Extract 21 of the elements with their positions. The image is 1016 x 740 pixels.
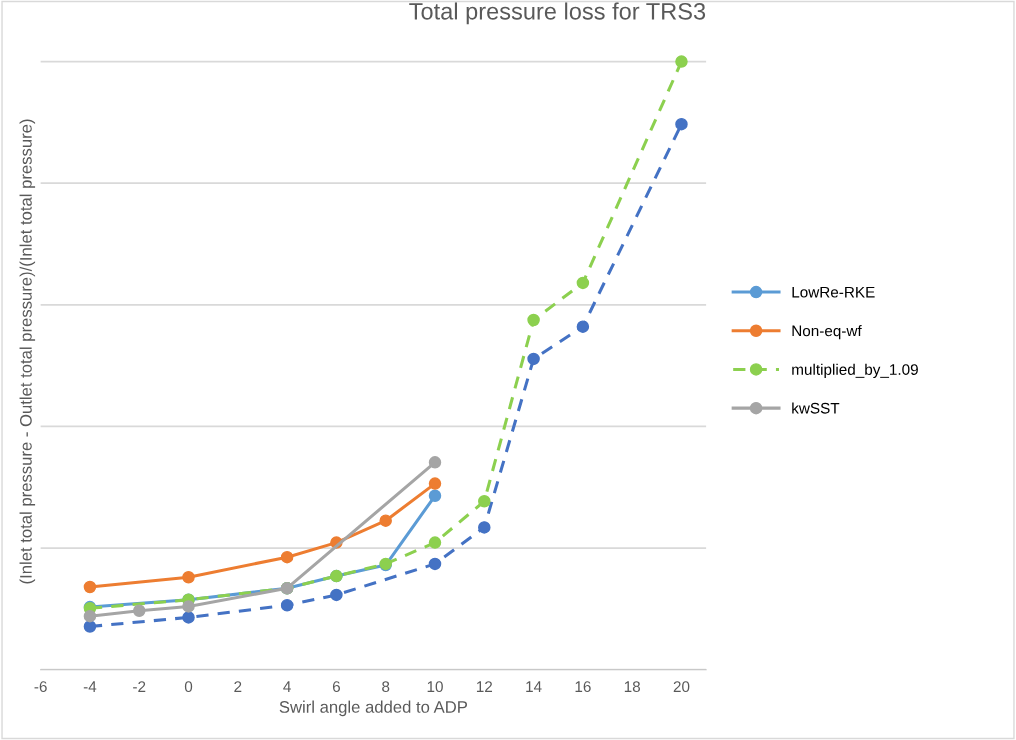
- x-tick-label: 6: [332, 681, 340, 693]
- x-tick-label: 10: [427, 681, 443, 693]
- x-tick-label: 8: [382, 681, 390, 693]
- x-tick-label: 4: [283, 681, 291, 692]
- x-axis-title: Swirl angle added to ADP: [279, 700, 468, 717]
- x-tick-label: -2: [133, 681, 146, 692]
- legend-label: LowRe-RKE: [792, 286, 875, 298]
- legend-label: kwSST: [792, 402, 840, 414]
- x-tick-label: 14: [526, 681, 542, 692]
- x-tick-label: 18: [624, 681, 641, 693]
- y-axis-title: (Inlet total pressure - Outlet total pressure)/(Inlet total pressure): [19, 119, 36, 584]
- x-tick-label: 2: [234, 681, 242, 692]
- x-tick-label: -6: [34, 681, 47, 693]
- x-tick-label: 0: [184, 681, 193, 693]
- legend-label: Non-eq-wf: [792, 325, 862, 340]
- x-tick-label: 16: [575, 681, 591, 693]
- legend-label: multiplied_by_1.09: [792, 363, 918, 378]
- x-tick-label: -4: [83, 681, 97, 692]
- x-tick-label: 20: [673, 681, 690, 693]
- x-tick-label: 12: [476, 681, 493, 692]
- chart-title: Total pressure loss for TRS3: [409, 2, 706, 25]
